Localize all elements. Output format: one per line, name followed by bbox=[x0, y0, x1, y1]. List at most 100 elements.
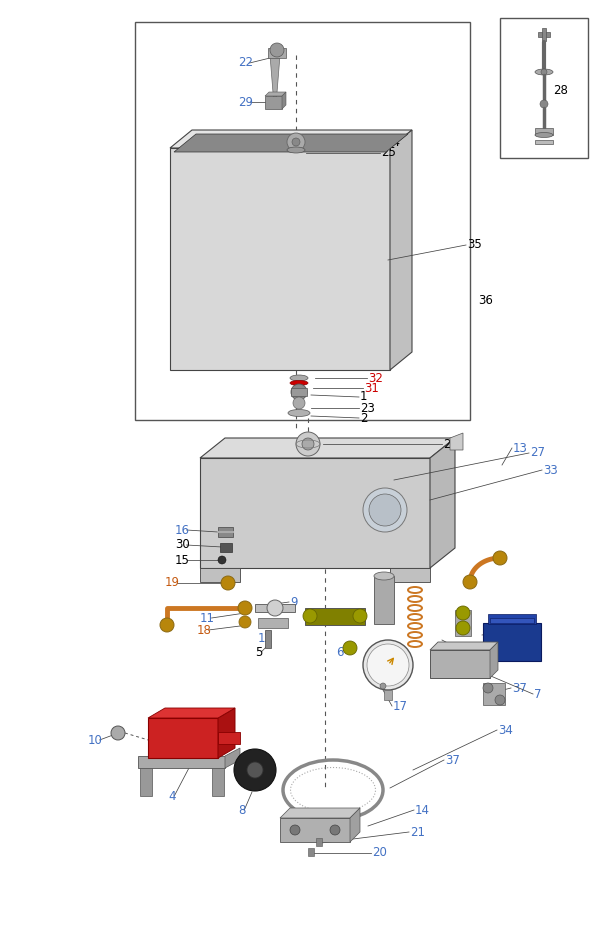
Circle shape bbox=[369, 494, 401, 526]
Circle shape bbox=[495, 695, 505, 705]
Circle shape bbox=[380, 683, 386, 689]
Bar bbox=[258, 618, 288, 628]
Circle shape bbox=[330, 825, 340, 835]
Circle shape bbox=[270, 43, 284, 57]
Circle shape bbox=[267, 600, 283, 616]
Circle shape bbox=[343, 641, 357, 655]
Polygon shape bbox=[390, 568, 430, 582]
Polygon shape bbox=[280, 818, 350, 842]
Circle shape bbox=[456, 606, 470, 620]
Text: 10: 10 bbox=[88, 733, 103, 746]
Bar bbox=[538, 32, 550, 37]
Text: 7: 7 bbox=[534, 687, 541, 700]
Bar bbox=[265, 96, 282, 109]
Polygon shape bbox=[430, 642, 498, 650]
Bar bbox=[308, 848, 314, 856]
Text: 22: 22 bbox=[238, 56, 253, 69]
Polygon shape bbox=[282, 92, 286, 109]
Circle shape bbox=[540, 100, 548, 108]
Circle shape bbox=[292, 138, 300, 146]
Text: 37: 37 bbox=[445, 754, 460, 767]
Text: 27: 27 bbox=[530, 447, 545, 459]
Bar bbox=[483, 623, 541, 661]
Text: 6: 6 bbox=[336, 645, 344, 658]
Text: 4: 4 bbox=[168, 789, 175, 802]
Circle shape bbox=[363, 640, 413, 690]
Bar bbox=[291, 388, 307, 396]
Bar bbox=[218, 527, 233, 537]
Bar bbox=[268, 48, 286, 58]
Circle shape bbox=[353, 609, 367, 623]
Polygon shape bbox=[174, 134, 408, 152]
Text: 34: 34 bbox=[498, 724, 513, 737]
Polygon shape bbox=[148, 718, 218, 758]
Text: 19: 19 bbox=[165, 577, 180, 589]
Text: 24: 24 bbox=[385, 136, 400, 149]
Text: 28: 28 bbox=[553, 83, 568, 96]
Text: 1: 1 bbox=[360, 391, 367, 404]
Text: 36: 36 bbox=[478, 294, 493, 307]
Text: 12: 12 bbox=[258, 631, 273, 644]
Text: 2: 2 bbox=[360, 411, 367, 424]
Polygon shape bbox=[200, 458, 430, 568]
Circle shape bbox=[234, 749, 276, 791]
Bar bbox=[265, 630, 271, 648]
Polygon shape bbox=[148, 708, 235, 718]
Text: 18: 18 bbox=[197, 624, 212, 637]
Polygon shape bbox=[430, 650, 490, 678]
Text: 37: 37 bbox=[512, 682, 527, 695]
Circle shape bbox=[456, 621, 470, 635]
Circle shape bbox=[218, 556, 226, 564]
Text: 8: 8 bbox=[238, 803, 246, 816]
Text: 14: 14 bbox=[415, 803, 430, 816]
Circle shape bbox=[367, 644, 409, 686]
Circle shape bbox=[302, 438, 314, 450]
Circle shape bbox=[296, 432, 320, 456]
Polygon shape bbox=[430, 438, 455, 568]
Bar bbox=[220, 543, 232, 552]
Polygon shape bbox=[280, 808, 360, 818]
Polygon shape bbox=[350, 808, 360, 842]
Bar bbox=[455, 610, 471, 636]
Bar bbox=[488, 614, 536, 624]
Bar bbox=[140, 768, 152, 796]
Bar bbox=[500, 18, 588, 158]
Bar bbox=[384, 690, 392, 700]
Polygon shape bbox=[170, 130, 412, 148]
Text: 33: 33 bbox=[543, 464, 558, 477]
Text: 35: 35 bbox=[467, 238, 482, 252]
Ellipse shape bbox=[288, 410, 310, 416]
Text: 13: 13 bbox=[513, 441, 528, 454]
Text: 26: 26 bbox=[443, 438, 458, 451]
Circle shape bbox=[541, 69, 547, 75]
Circle shape bbox=[160, 618, 174, 632]
Ellipse shape bbox=[290, 381, 308, 385]
Ellipse shape bbox=[535, 69, 553, 75]
Circle shape bbox=[239, 616, 251, 628]
Circle shape bbox=[247, 762, 263, 778]
Polygon shape bbox=[200, 438, 455, 458]
Bar bbox=[374, 576, 394, 624]
Polygon shape bbox=[305, 608, 365, 625]
Circle shape bbox=[483, 683, 493, 693]
Polygon shape bbox=[170, 148, 390, 370]
Polygon shape bbox=[225, 748, 240, 768]
Text: 31: 31 bbox=[364, 381, 379, 395]
Bar bbox=[218, 732, 240, 744]
Ellipse shape bbox=[290, 375, 308, 381]
Text: 15: 15 bbox=[175, 554, 190, 567]
Circle shape bbox=[363, 488, 407, 532]
Text: 16: 16 bbox=[175, 524, 190, 537]
Circle shape bbox=[290, 825, 300, 835]
Polygon shape bbox=[490, 642, 498, 678]
Text: 11: 11 bbox=[200, 611, 215, 625]
Ellipse shape bbox=[535, 133, 553, 137]
Text: 6: 6 bbox=[458, 641, 465, 654]
Bar bbox=[535, 128, 553, 135]
Polygon shape bbox=[200, 568, 240, 582]
Ellipse shape bbox=[374, 572, 394, 580]
Text: 21: 21 bbox=[410, 826, 425, 839]
Polygon shape bbox=[450, 433, 463, 450]
Ellipse shape bbox=[287, 147, 305, 153]
Bar bbox=[212, 768, 224, 796]
